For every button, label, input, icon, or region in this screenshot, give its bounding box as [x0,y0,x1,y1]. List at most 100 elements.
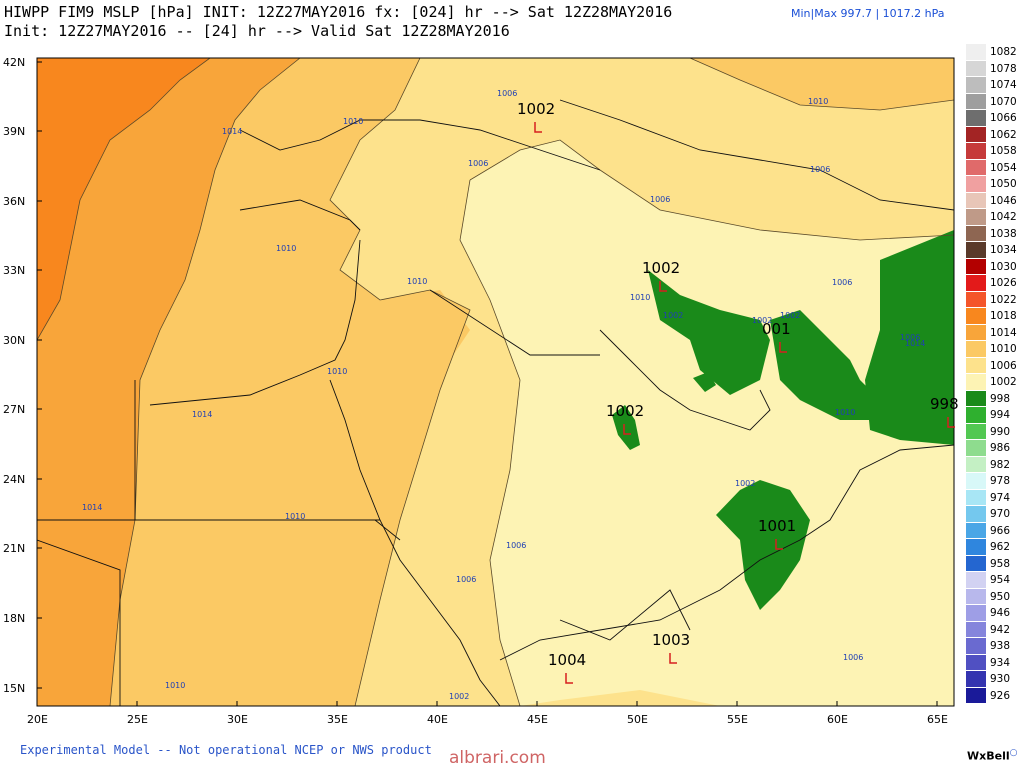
legend-item: 930 [966,671,1022,688]
lon-tick-label: 40E [427,713,448,726]
legend-item: 958 [966,555,1022,572]
isobar-label: 1014 [192,410,212,419]
legend-item: 1006 [966,357,1022,374]
pressure-center-value: 1002 [642,259,680,277]
legend-label: 1030 [990,260,1017,273]
legend-item: 1026 [966,275,1022,292]
isobar-lines [37,58,954,706]
legend-label: 994 [990,409,1011,422]
isobar-label: 1010 [835,408,855,417]
legend-swatch [966,605,986,622]
isobar-label: 1014 [905,339,925,348]
legend-label: 1062 [990,128,1017,141]
lon-tick-label: 50E [627,713,648,726]
legend-item: 1010 [966,341,1022,358]
legend-item: 1014 [966,324,1022,341]
lat-tick-label: 18N [3,612,25,625]
lon-tick-label: 20E [27,713,48,726]
legend-swatch [966,687,986,704]
legend-swatch [966,192,986,209]
low-small [693,372,716,392]
disclaimer-text: Experimental Model -- Not operational NC… [20,743,432,757]
isobar-label: 1002 [663,311,683,320]
legend-swatch [966,77,986,94]
low-iran-plateau [648,270,770,395]
legend-label: 978 [990,475,1011,488]
legend-label: 926 [990,689,1011,702]
low-marker-icon [659,281,667,292]
legend-label: 1050 [990,178,1017,191]
legend-item: 1042 [966,209,1022,226]
legend-item: 974 [966,489,1022,506]
brand-text: WxBell [967,749,1010,763]
lon-tick-label: 55E [727,713,748,726]
isobar-label: 1002 [780,311,800,320]
legend-item: 1038 [966,225,1022,242]
legend-swatch [966,390,986,407]
isobar-label: 1006 [832,278,852,287]
legend-label: 998 [990,392,1011,405]
isobar-labels: 1006101010141006101010101010101010141014… [82,89,925,701]
isobar-label: 1010 [285,512,305,521]
legend-label: 934 [990,656,1011,669]
isobar-label: 1006 [497,89,517,98]
shade-1002 [460,140,954,706]
legend-swatch [966,308,986,325]
legend-label: 1002 [990,376,1017,389]
legend-item: 998 [966,390,1022,407]
legend-swatch [966,341,986,358]
watermark-text: albrari.com [449,748,546,768]
shade-1014-west [37,58,300,706]
lat-tick-label: 27N [3,403,25,416]
lon-tick-label: 65E [927,713,948,726]
legend-item: 1078 [966,60,1022,77]
legend-label: 1070 [990,95,1017,108]
pressure-center-value: 1001 [758,517,796,535]
legend-item: 970 [966,506,1022,523]
low-qatar [612,405,640,450]
legend-item: 978 [966,473,1022,490]
legend-item: 950 [966,588,1022,605]
legend-label: 1074 [990,79,1017,92]
legend-item: 1074 [966,77,1022,94]
legend-item: 938 [966,638,1022,655]
legend-label: 930 [990,673,1011,686]
legend-item: 966 [966,522,1022,539]
isobar-label: 1014 [222,127,242,136]
low-marker-icon [534,122,542,133]
legend-item: 1002 [966,374,1022,391]
low-south-iran [770,310,880,420]
legend-item: 1022 [966,291,1022,308]
legend-label: 954 [990,574,1011,587]
legend-item: 1046 [966,192,1022,209]
legend-item: 1050 [966,176,1022,193]
legend-swatch [966,555,986,572]
legend-label: 990 [990,425,1011,438]
isobar-label: 1006 [468,159,488,168]
legend-swatch [966,506,986,523]
legend-item: 1066 [966,110,1022,127]
legend-swatch [966,159,986,176]
lat-tick-label: 42N [3,56,25,69]
legend-label: 938 [990,640,1011,653]
legend-swatch [966,93,986,110]
longitude-axis: 20E 25E 30E 35E 40E 45E 50E 55E 60E 65E [27,701,948,726]
legend-label: 1006 [990,359,1017,372]
legend-swatch [966,374,986,391]
legend-label: 986 [990,442,1011,455]
legend-item: 954 [966,572,1022,589]
legend-item: 946 [966,605,1022,622]
legend-swatch [966,654,986,671]
pressure-map: 42N 39N 36N 33N 30N 27N 24N 21N 18N 15N 20E 25E 30E… [3,56,959,726]
legend-label: 1022 [990,293,1017,306]
legend-swatch [966,126,986,143]
min-max-readout: Min|Max 997.7 | 1017.2 hPa [791,7,945,20]
isobar-label: 1006 [650,195,670,204]
legend-label: 1042 [990,211,1017,224]
legend-label: 974 [990,491,1011,504]
lon-tick-label: 60E [827,713,848,726]
isobar-label: 1010 [165,681,185,690]
legend-label: 1054 [990,161,1017,174]
legend-swatch [966,407,986,424]
